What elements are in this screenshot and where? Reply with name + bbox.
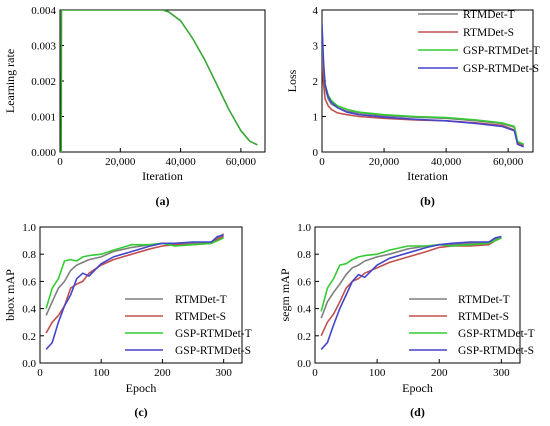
y-tick-label: 4: [313, 5, 319, 17]
x-tick-label: 20,000: [105, 156, 136, 168]
x-tick-label: 0: [57, 156, 63, 168]
x-axis-label: Epoch: [402, 381, 433, 395]
x-tick-label: 20,000: [369, 156, 400, 168]
panel-label: (b): [420, 194, 435, 208]
y-tick-label: 0.8: [297, 249, 311, 261]
plot-frame: [39, 226, 243, 364]
y-axis-label: segm mAP: [278, 268, 292, 321]
series-line-gsp-rtmdet-t: [320, 237, 502, 312]
chart-panel-3: 0 100 200 300 0.0 0.2 0.4 0.6 0.8 1.0 Epoch bbox mA…: [3, 222, 252, 419]
y-tick-label: 0.0: [22, 358, 36, 370]
x-tick-label: 60,000: [226, 156, 257, 168]
y-tick-label: 0.003: [31, 41, 56, 53]
y-tick-label: 3: [313, 41, 319, 53]
series-line-gsp-rtmdet-s: [320, 235, 502, 350]
x-tick-label: 200: [431, 367, 448, 379]
y-tick-label: 0.002: [31, 76, 56, 88]
x-tick-label: 300: [493, 367, 510, 379]
chart-panel-4: 0 100 200 300 0.0 0.2 0.4 0.6 0.8 1.0 Epoch segm mA…: [278, 222, 535, 419]
x-tick-label: 0: [37, 367, 43, 379]
legend-label: GSP-RTMDet-T: [175, 328, 252, 340]
x-tick-label: 200: [154, 367, 171, 379]
series-line-gsp-rtmdet-s: [322, 24, 524, 148]
x-tick-label: 100: [93, 367, 110, 379]
series-line-gsp-rtmdet-s: [45, 234, 224, 350]
legend-label: GSP-RTMDet-T: [458, 328, 535, 340]
y-tick-label: 0.2: [297, 331, 311, 343]
y-tick-label: 1.0: [297, 222, 311, 234]
x-axis-label: Iteration: [407, 169, 448, 183]
series-line-rtmdet-t: [45, 233, 225, 316]
y-tick-label: 0.6: [297, 276, 311, 288]
y-axis-label: Learning rate: [3, 49, 17, 113]
legend-label: RTMDet-T: [175, 294, 227, 306]
y-tick-label: 0.4: [22, 304, 36, 316]
series-group: [320, 235, 502, 350]
y-tick-label: 1: [313, 112, 319, 124]
legend: RTMDet-T RTMDet-S GSP-RTMDet-T GSP-RTMDet-S: [418, 9, 540, 75]
series-line-rtmdet-t: [320, 235, 502, 319]
y-tick-label: 0.000: [31, 147, 56, 159]
x-tick-label: 40,000: [165, 156, 196, 168]
series-line-rtmdet-t: [322, 41, 525, 146]
legend: RTMDet-T RTMDet-S GSP-RTMDet-T GSP-RTMDet-S: [125, 294, 252, 357]
series-line-rtmdet-s: [320, 237, 502, 337]
x-axis-label: Epoch: [126, 381, 157, 395]
series-line-rtmdet-s: [322, 52, 524, 147]
y-tick-label: 0.8: [22, 249, 36, 261]
y-tick-label: 0.2: [22, 331, 36, 343]
series-line-gsp-rtmdet-t: [45, 237, 224, 309]
legend-label: GSP-RTMDet-S: [458, 345, 534, 357]
y-tick-label: 0.6: [22, 276, 36, 288]
y-axis-label: Loss: [285, 69, 299, 92]
series-line-lr: [60, 10, 258, 152]
legend: RTMDet-T RTMDet-S GSP-RTMDet-T GSP-RTMDet-S: [409, 294, 535, 357]
plot-frame: [314, 226, 521, 364]
panel-label: (d): [410, 405, 425, 419]
y-tick-label: 0.004: [31, 5, 56, 17]
legend-label: RTMDet-T: [463, 9, 515, 21]
y-tick-label: 0.4: [297, 304, 311, 316]
legend-label: RTMDet-T: [458, 294, 510, 306]
series-group: [45, 233, 225, 350]
y-tick-label: 0.0: [297, 358, 311, 370]
legend-label: GSP-RTMDet-T: [463, 45, 540, 57]
legend-label: RTMDet-S: [175, 311, 226, 323]
y-axis-label: bbox mAP: [3, 269, 17, 321]
y-tick-label: 2: [313, 76, 319, 88]
chart-panel-1: 0 20,000 40,000 60,000 0.000 0.001 0.002 0.003 0…: [3, 5, 266, 208]
panel-label: (a): [156, 194, 170, 208]
plot-frame: [59, 9, 266, 153]
y-tick-label: 0.001: [31, 112, 56, 124]
y-tick-label: 0: [313, 147, 319, 159]
x-tick-label: 300: [215, 367, 232, 379]
series-group: [322, 24, 525, 148]
x-tick-label: 100: [369, 367, 386, 379]
series-group: [60, 10, 258, 152]
x-tick-label: 0: [312, 367, 318, 379]
chart-panel-2: 0 20,000 40,000 60,000 0 1 2 3 4 Iteration Loss (b)…: [285, 5, 540, 208]
y-tick-label: 1.0: [22, 222, 36, 234]
x-axis-label: Iteration: [142, 169, 183, 183]
x-tick-label: 0: [319, 156, 325, 168]
x-tick-label: 60,000: [493, 156, 524, 168]
legend-label: GSP-RTMDet-S: [175, 345, 251, 357]
panel-label: (c): [134, 405, 147, 419]
x-tick-label: 40,000: [431, 156, 462, 168]
legend-label: RTMDet-S: [463, 27, 514, 39]
legend-label: RTMDet-S: [458, 311, 509, 323]
legend-label: GSP-RTMDet-S: [463, 63, 539, 75]
